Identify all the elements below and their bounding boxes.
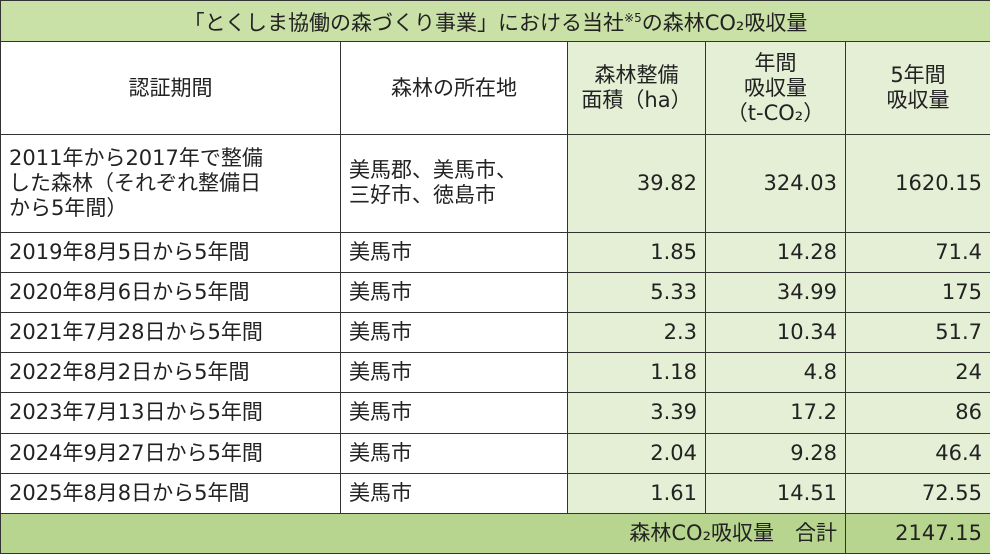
table-row: 2019年8月5日から5年間 美馬市 1.85 14.28 71.4 [0,231,990,273]
total-label: 森林CO₂吸収量 合計 [0,512,846,554]
table-title: 「とくしま協働の森づくり事業」における当社※5の森林CO₂吸収量 [0,0,990,42]
cell-line: 美馬市 [349,400,412,425]
total-value: 2147.15 [845,512,990,554]
table-cell: 72.55 [845,472,990,514]
table-cell: 51.7 [845,312,990,354]
table-cell: 4.8 [705,352,846,394]
table-cell: 1.85 [567,231,706,273]
table-cell: 美馬市 [340,312,568,354]
cell-line: 美馬市 [349,360,412,385]
cell-line: 三好市、徳島市 [349,183,496,208]
cell-line: 2021年7月28日から5年間 [9,320,263,345]
table-cell: 美馬市 [340,392,568,434]
cell-line: 美馬郡、美馬市、 [349,158,517,183]
cell-line: （t-CO₂） [726,100,825,125]
table-cell: 324.03 [705,134,846,233]
table-cell: 美馬市 [340,472,568,514]
cell-line: 吸収量 [886,88,950,112]
cell-line: 2025年8月8日から5年間 [9,480,250,505]
table-row: 2022年8月2日から5年間 美馬市 1.18 4.8 24 [0,352,990,394]
table-row: 2023年7月13日から5年間 美馬市 3.39 17.2 86 [0,392,990,434]
cell-line: 美馬市 [349,280,412,304]
cell-line: 2024年9月27日から5年間 [9,440,263,465]
title-footnote: ※5 [624,11,642,25]
table-cell: 14.28 [705,231,846,273]
table-cell: 86 [845,392,990,434]
table-cell: 3.39 [567,392,706,434]
total-row: 森林CO₂吸収量 合計 2147.15 [0,512,990,554]
cell-line: 森林整備 [594,63,679,87]
table-cell: 24 [845,352,990,394]
table-cell: 71.4 [845,231,990,273]
table-cell: 2020年8月6日から5年間 [0,271,341,314]
title-text: 「とくしま協働の森づくり事業」における当社 [183,11,625,35]
cell-line: 森林の所在地 [391,75,517,100]
table-cell: 2.3 [567,312,706,354]
header-cell: 5年間 吸収量 [845,41,990,135]
table-cell: 34.99 [705,271,846,314]
header-cell: 森林の所在地 [340,41,568,135]
title-text: の森林CO₂吸収量 [641,11,808,35]
table-cell: 2025年8月8日から5年間 [0,472,341,514]
table-cell: 2.04 [567,432,706,474]
cell-line: 美馬市 [349,440,412,465]
table-cell: 2011年から2017年で整備 した森林（それぞれ整備日 から5年間） [0,134,341,233]
table-cell: 2022年8月2日から5年間 [0,352,341,394]
cell-line: 5年間 [890,63,946,87]
cell-line: 2019年8月5日から5年間 [9,239,250,264]
cell-line: 2022年8月2日から5年間 [9,360,250,385]
table-cell: 2019年8月5日から5年間 [0,231,341,273]
table-cell: 美馬郡、美馬市、 三好市、徳島市 [340,134,568,233]
table-cell: 1620.15 [845,134,990,233]
table-cell: 2023年7月13日から5年間 [0,392,341,434]
cell-line: 美馬市 [349,239,412,264]
cell-line: 2011年から2017年で整備 [9,145,263,170]
header-cell: 森林整備 面積（ha） [567,41,706,135]
table-cell: 9.28 [705,432,846,474]
cell-line: 年間 [754,50,797,75]
cell-line: 美馬市 [349,480,412,505]
table-row: 2011年から2017年で整備 した森林（それぞれ整備日 から5年間） 美馬郡、美馬市… [0,134,990,233]
table-cell: 14.51 [705,472,846,514]
table-cell: 1.61 [567,472,706,514]
cell-line: 面積（ha） [581,88,692,112]
table-cell: 10.34 [705,312,846,354]
header-row: 認証期間 森林の所在地 森林整備 面積（ha） 年間 吸収量 （t-CO₂） 5年間 吸収量 [0,41,990,135]
table-cell: 美馬市 [340,352,568,394]
header-cell: 認証期間 [0,41,341,135]
table-cell: 17.2 [705,392,846,434]
table-cell: 2021年7月28日から5年間 [0,312,341,354]
table-cell: 1.18 [567,352,706,394]
table-row: 2024年9月27日から5年間 美馬市 2.04 9.28 46.4 [0,432,990,474]
table-body: 2011年から2017年で整備 した森林（それぞれ整備日 から5年間） 美馬郡、美馬市… [0,134,990,554]
cell-line: 認証期間 [128,75,213,100]
cell-line: 2023年7月13日から5年間 [9,400,263,425]
table-cell: 175 [845,271,990,314]
table-cell: 美馬市 [340,271,568,314]
table-row: 2021年7月28日から5年間 美馬市 2.3 10.34 51.7 [0,312,990,354]
table-row: 2020年8月6日から5年間 美馬市 5.33 34.99 175 [0,271,990,314]
table-cell: 46.4 [845,432,990,474]
cell-line: 2020年8月6日から5年間 [9,280,250,304]
header-cell: 年間 吸収量 （t-CO₂） [705,41,846,135]
table-cell: 美馬市 [340,231,568,273]
table-cell: 39.82 [567,134,706,233]
cell-line: から5年間） [9,195,128,220]
cell-line: 美馬市 [349,320,412,345]
table-cell: 2024年9月27日から5年間 [0,432,341,474]
cell-line: した森林（それぞれ整備日 [9,170,261,195]
table-row: 2025年8月8日から5年間 美馬市 1.61 14.51 72.55 [0,472,990,514]
table-cell: 5.33 [567,271,706,314]
cell-line: 吸収量 [744,75,807,100]
table-cell: 美馬市 [340,432,568,474]
